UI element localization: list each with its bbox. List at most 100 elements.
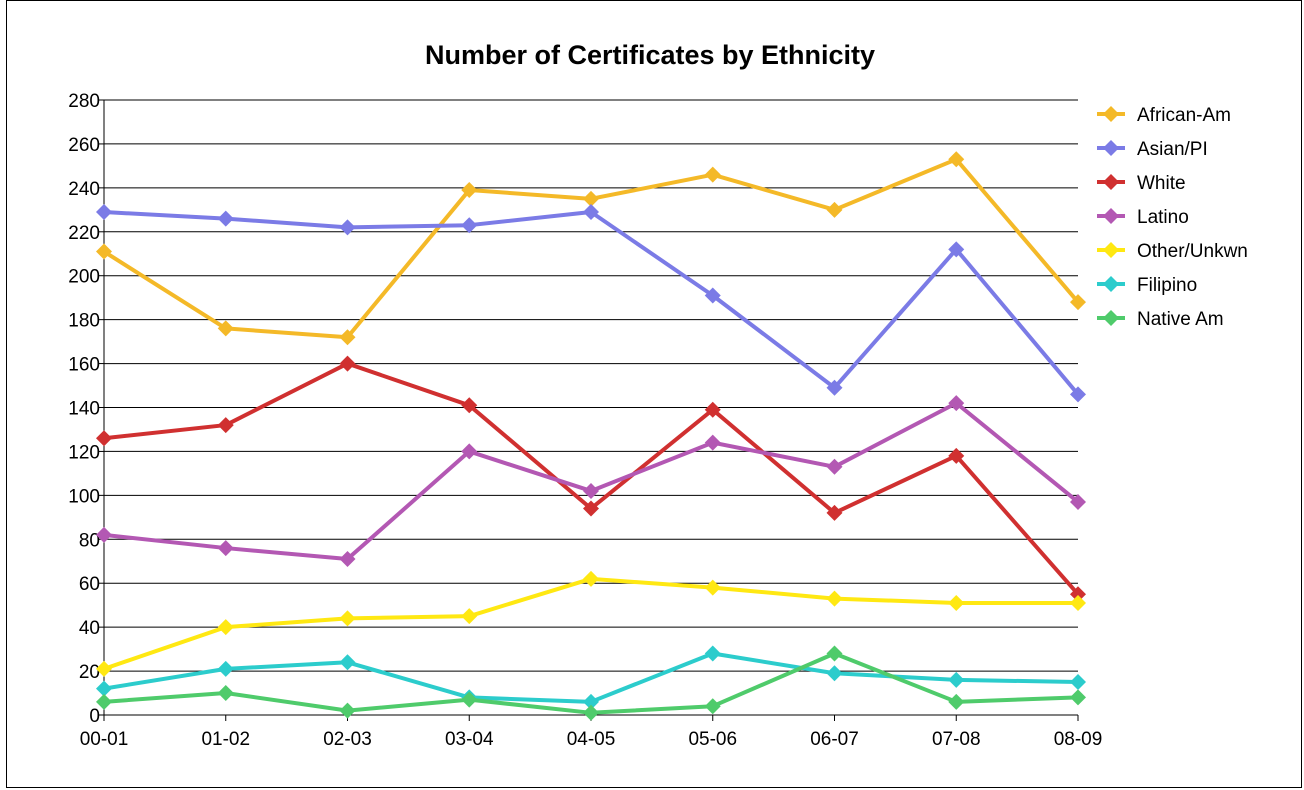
legend-label: White bbox=[1137, 173, 1186, 194]
data-point bbox=[217, 619, 234, 636]
data-point bbox=[96, 693, 112, 710]
data-point bbox=[339, 329, 356, 346]
series-line bbox=[102, 361, 1080, 597]
series-white bbox=[96, 355, 1086, 603]
data-point bbox=[583, 190, 599, 207]
gridlines bbox=[104, 99, 1078, 672]
legend-label: Asian/PI bbox=[1137, 139, 1208, 160]
data-point bbox=[826, 504, 843, 521]
legend: African-Am Asian/PI White Latino Other/Unkwn… bbox=[1097, 105, 1248, 330]
y-tick-label: 100 bbox=[68, 486, 100, 507]
data-point bbox=[583, 693, 599, 710]
legend-item: African-Am bbox=[1097, 105, 1231, 126]
legend-label: Latino bbox=[1137, 207, 1189, 228]
data-point bbox=[339, 610, 356, 627]
series-line bbox=[102, 210, 1080, 397]
data-point bbox=[583, 704, 599, 721]
data-point bbox=[339, 654, 356, 671]
data-point bbox=[826, 458, 843, 475]
legend-label: Native Am bbox=[1137, 309, 1224, 330]
data-point bbox=[461, 608, 478, 625]
series-lines bbox=[96, 151, 1086, 721]
y-tick-label: 220 bbox=[68, 223, 100, 244]
legend-item: White bbox=[1097, 173, 1186, 194]
data-point bbox=[339, 551, 356, 568]
data-point bbox=[948, 693, 965, 710]
data-point bbox=[1070, 594, 1086, 611]
y-tick-label: 280 bbox=[68, 91, 100, 112]
data-point bbox=[826, 665, 843, 682]
legend-marker bbox=[1103, 174, 1119, 190]
x-axis-ticks: 00-01 01-02 02-03 03-04 04-05 05-06 06-07 07-08… bbox=[80, 729, 1103, 750]
y-tick-label: 140 bbox=[68, 399, 100, 420]
legend-marker bbox=[1103, 242, 1119, 258]
x-tick-label: 03-04 bbox=[445, 729, 494, 750]
y-tick-label: 200 bbox=[68, 267, 100, 288]
x-tick-label: 01-02 bbox=[201, 729, 250, 750]
y-axis-ticks: 0 20 40 60 80 100 120 140 160 180 200 220 240 260 280 bbox=[68, 91, 100, 727]
data-point bbox=[217, 320, 234, 337]
chart-frame bbox=[6, 0, 1302, 788]
data-point bbox=[826, 379, 843, 396]
x-tick-label: 05-06 bbox=[688, 729, 737, 750]
data-point bbox=[948, 395, 965, 412]
data-point bbox=[826, 645, 843, 662]
data-point bbox=[96, 243, 112, 260]
series-line bbox=[102, 576, 1080, 671]
legend-label: African-Am bbox=[1137, 105, 1231, 126]
data-point bbox=[704, 579, 721, 596]
data-point bbox=[96, 526, 112, 543]
legend-marker bbox=[1103, 140, 1119, 156]
data-point bbox=[704, 287, 721, 304]
data-point bbox=[1070, 674, 1086, 691]
data-point bbox=[1070, 689, 1086, 706]
data-point bbox=[583, 482, 599, 499]
data-point bbox=[217, 540, 234, 557]
data-point bbox=[461, 691, 478, 708]
x-tick-label: 06-07 bbox=[810, 729, 859, 750]
series-line bbox=[102, 401, 1080, 562]
data-point bbox=[583, 570, 599, 587]
data-point bbox=[948, 447, 965, 464]
legend-marker bbox=[1103, 310, 1119, 326]
series-filipino bbox=[96, 645, 1086, 710]
chart-title: Number of Certificates by Ethnicity bbox=[425, 40, 875, 70]
y-tick-label: 260 bbox=[68, 135, 100, 156]
data-point bbox=[826, 590, 843, 607]
data-point bbox=[704, 645, 721, 662]
data-point bbox=[461, 397, 478, 414]
data-point bbox=[461, 443, 478, 460]
series-native-am bbox=[96, 645, 1086, 721]
x-tick-label: 02-03 bbox=[323, 729, 372, 750]
legend-item: Asian/PI bbox=[1097, 139, 1208, 160]
y-tick-label: 20 bbox=[79, 662, 100, 683]
data-point bbox=[217, 660, 234, 677]
y-tick-label: 0 bbox=[89, 706, 100, 727]
data-point bbox=[217, 417, 234, 434]
series-asian-pi bbox=[96, 204, 1086, 403]
data-point bbox=[948, 151, 965, 168]
series-latino bbox=[96, 395, 1086, 568]
y-tick-label: 60 bbox=[79, 574, 100, 595]
data-point bbox=[704, 401, 721, 418]
data-point bbox=[461, 217, 478, 234]
y-tick-label: 120 bbox=[68, 442, 100, 463]
data-point bbox=[339, 219, 356, 236]
legend-label: Other/Unkwn bbox=[1137, 241, 1248, 262]
data-point bbox=[461, 182, 478, 199]
series-line bbox=[102, 157, 1080, 340]
data-point bbox=[948, 241, 965, 258]
data-point bbox=[339, 702, 356, 719]
legend-item: Filipino bbox=[1097, 275, 1197, 296]
data-point bbox=[1070, 294, 1086, 311]
axes bbox=[98, 99, 1079, 721]
legend-marker bbox=[1103, 276, 1119, 292]
data-point bbox=[826, 201, 843, 218]
y-tick-label: 80 bbox=[79, 530, 100, 551]
data-point bbox=[96, 680, 112, 697]
legend-item: Latino bbox=[1097, 207, 1189, 228]
data-point bbox=[96, 204, 112, 221]
y-tick-label: 160 bbox=[68, 355, 100, 376]
data-point bbox=[704, 166, 721, 183]
data-point bbox=[217, 210, 234, 227]
